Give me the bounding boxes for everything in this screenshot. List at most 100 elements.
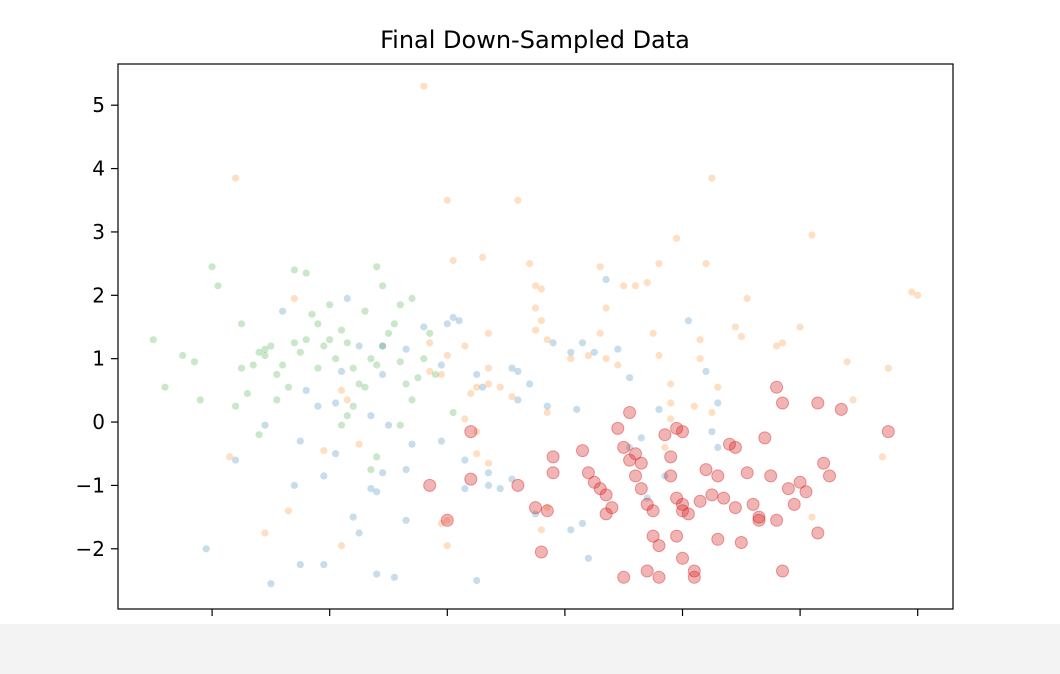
data-point xyxy=(402,516,410,524)
data-point xyxy=(643,279,651,287)
data-point xyxy=(355,440,363,448)
data-point xyxy=(440,513,454,527)
data-point xyxy=(149,336,157,344)
data-point xyxy=(443,196,451,204)
data-point xyxy=(384,329,393,337)
data-point xyxy=(667,415,675,423)
data-point xyxy=(296,561,304,569)
data-point xyxy=(373,361,381,369)
data-point xyxy=(420,82,428,90)
data-point xyxy=(367,485,375,493)
data-point xyxy=(467,389,475,398)
data-point xyxy=(526,380,534,388)
data-point xyxy=(634,482,648,496)
data-point xyxy=(255,431,263,439)
data-point xyxy=(514,396,522,404)
data-point xyxy=(426,367,434,375)
data-point xyxy=(332,450,340,458)
data-point xyxy=(687,564,701,578)
data-point xyxy=(343,396,351,404)
data-point xyxy=(379,282,387,290)
y-tick-label: 1 xyxy=(92,347,105,371)
data-point xyxy=(793,475,807,489)
series-2 xyxy=(149,263,457,474)
data-point xyxy=(676,497,689,511)
y-tick-label: 0 xyxy=(92,410,105,434)
data-point xyxy=(484,329,493,337)
data-point xyxy=(776,396,789,410)
data-point xyxy=(464,472,478,486)
data-point xyxy=(473,450,481,458)
data-point xyxy=(367,466,375,474)
y-tick-label: −1 xyxy=(76,473,105,497)
data-point xyxy=(161,383,169,391)
data-point xyxy=(361,383,369,391)
data-point xyxy=(676,425,689,439)
data-point xyxy=(437,437,445,445)
data-point xyxy=(526,260,534,268)
data-point xyxy=(661,472,669,480)
data-point xyxy=(758,431,772,445)
data-point xyxy=(332,399,340,407)
data-point xyxy=(808,513,816,521)
data-point xyxy=(484,469,493,477)
axes-frame xyxy=(117,63,954,610)
data-point xyxy=(408,440,416,448)
data-point xyxy=(573,405,581,413)
data-point xyxy=(484,380,493,388)
data-point xyxy=(461,415,469,423)
data-point xyxy=(455,317,463,325)
data-point xyxy=(437,519,445,528)
y-axis-ticks: −2 −1 0 1 2 3 4 5 xyxy=(76,93,118,561)
data-point xyxy=(337,421,346,429)
data-point xyxy=(279,307,287,315)
data-point xyxy=(711,532,725,546)
data-point xyxy=(567,355,575,363)
data-point xyxy=(811,396,825,410)
data-point xyxy=(232,174,240,182)
data-point xyxy=(443,516,451,524)
data-point xyxy=(655,405,663,413)
data-point xyxy=(655,260,663,268)
data-point xyxy=(623,406,637,419)
data-point xyxy=(667,399,675,407)
data-point xyxy=(373,488,381,496)
data-point xyxy=(537,285,546,293)
data-point xyxy=(623,453,637,467)
data-point xyxy=(514,196,522,204)
data-point xyxy=(332,355,340,363)
data-point xyxy=(652,570,666,584)
data-point xyxy=(617,440,631,454)
series-3 xyxy=(423,380,895,584)
data-point xyxy=(728,440,742,454)
data-point xyxy=(596,329,604,337)
data-point xyxy=(543,402,551,410)
data-point xyxy=(773,342,781,350)
data-point xyxy=(314,320,322,328)
data-point xyxy=(567,526,575,534)
data-point xyxy=(578,519,587,528)
data-point xyxy=(670,421,684,435)
data-point xyxy=(714,443,722,451)
data-point xyxy=(614,361,622,369)
data-point xyxy=(696,336,704,344)
data-point xyxy=(708,408,716,417)
data-point xyxy=(811,526,825,540)
data-point xyxy=(508,393,516,401)
data-point xyxy=(649,329,657,337)
y-tick-label: 2 xyxy=(92,283,105,307)
data-point xyxy=(461,456,469,464)
data-point xyxy=(343,339,351,347)
data-point xyxy=(752,510,766,524)
data-point xyxy=(308,310,316,318)
data-point xyxy=(646,504,660,518)
data-point xyxy=(834,402,848,416)
data-point xyxy=(273,396,281,404)
data-point xyxy=(599,507,613,521)
data-point xyxy=(626,443,634,451)
data-point xyxy=(420,355,428,363)
data-point xyxy=(196,396,204,404)
data-point xyxy=(787,497,801,511)
data-point xyxy=(693,494,707,508)
data-point xyxy=(708,174,716,182)
